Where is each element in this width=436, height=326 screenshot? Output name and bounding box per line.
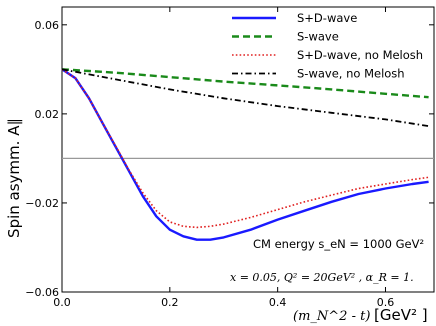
- legend: S+D-wave S-wave S+D-wave, no Melosh S-wa…: [232, 11, 423, 81]
- x-tick-label: 0.0: [53, 296, 71, 309]
- legend-label-s-wave-no-melosh: S-wave, no Melosh: [297, 67, 405, 81]
- legend-label-s-plus-d-wave: S+D-wave: [297, 11, 357, 25]
- x-axis-title-unit: [GeV² ]: [374, 306, 428, 324]
- y-tick-label: 0.06: [35, 19, 60, 32]
- legend-label-s-wave: S-wave: [297, 30, 339, 44]
- y-axis-title: Spin asymm. A∥: [5, 118, 23, 238]
- series-line-s-wave-no-melosh: [61, 68, 429, 127]
- plot-frame: [61, 6, 435, 293]
- kinematics-annotation: x = 0.05, Q² = 20GeV² , α_R = 1.: [230, 271, 414, 284]
- x-tick-label: 0.6: [377, 296, 395, 309]
- series-line-s-plus-d-wave-no-melosh: [61, 68, 429, 229]
- x-tick-label: 0.4: [269, 296, 287, 309]
- y-tick-label: −0.02: [25, 197, 59, 210]
- series-line-s-wave: [61, 68, 429, 99]
- x-axis-title-math: (m_N^2 - t): [293, 309, 370, 324]
- ticks-layer: 0.0 0.2 0.4 0.6 −0.06 −0.02 0.02 0.06: [25, 7, 434, 309]
- legend-label-s-plus-d-wave-no-melosh: S+D-wave, no Melosh: [297, 48, 423, 62]
- x-tick-label: 0.2: [161, 296, 179, 309]
- series-line-s-plus-d-wave: [61, 68, 429, 241]
- plot-area: 0.0 0.2 0.4 0.6 −0.06 −0.02 0.02 0.06: [25, 6, 435, 309]
- series-layer: [61, 68, 429, 241]
- y-tick-label: −0.06: [25, 286, 59, 299]
- cm-energy-annotation: CM energy s_eN = 1000 GeV²: [253, 237, 424, 251]
- y-tick-label: 0.02: [35, 108, 60, 121]
